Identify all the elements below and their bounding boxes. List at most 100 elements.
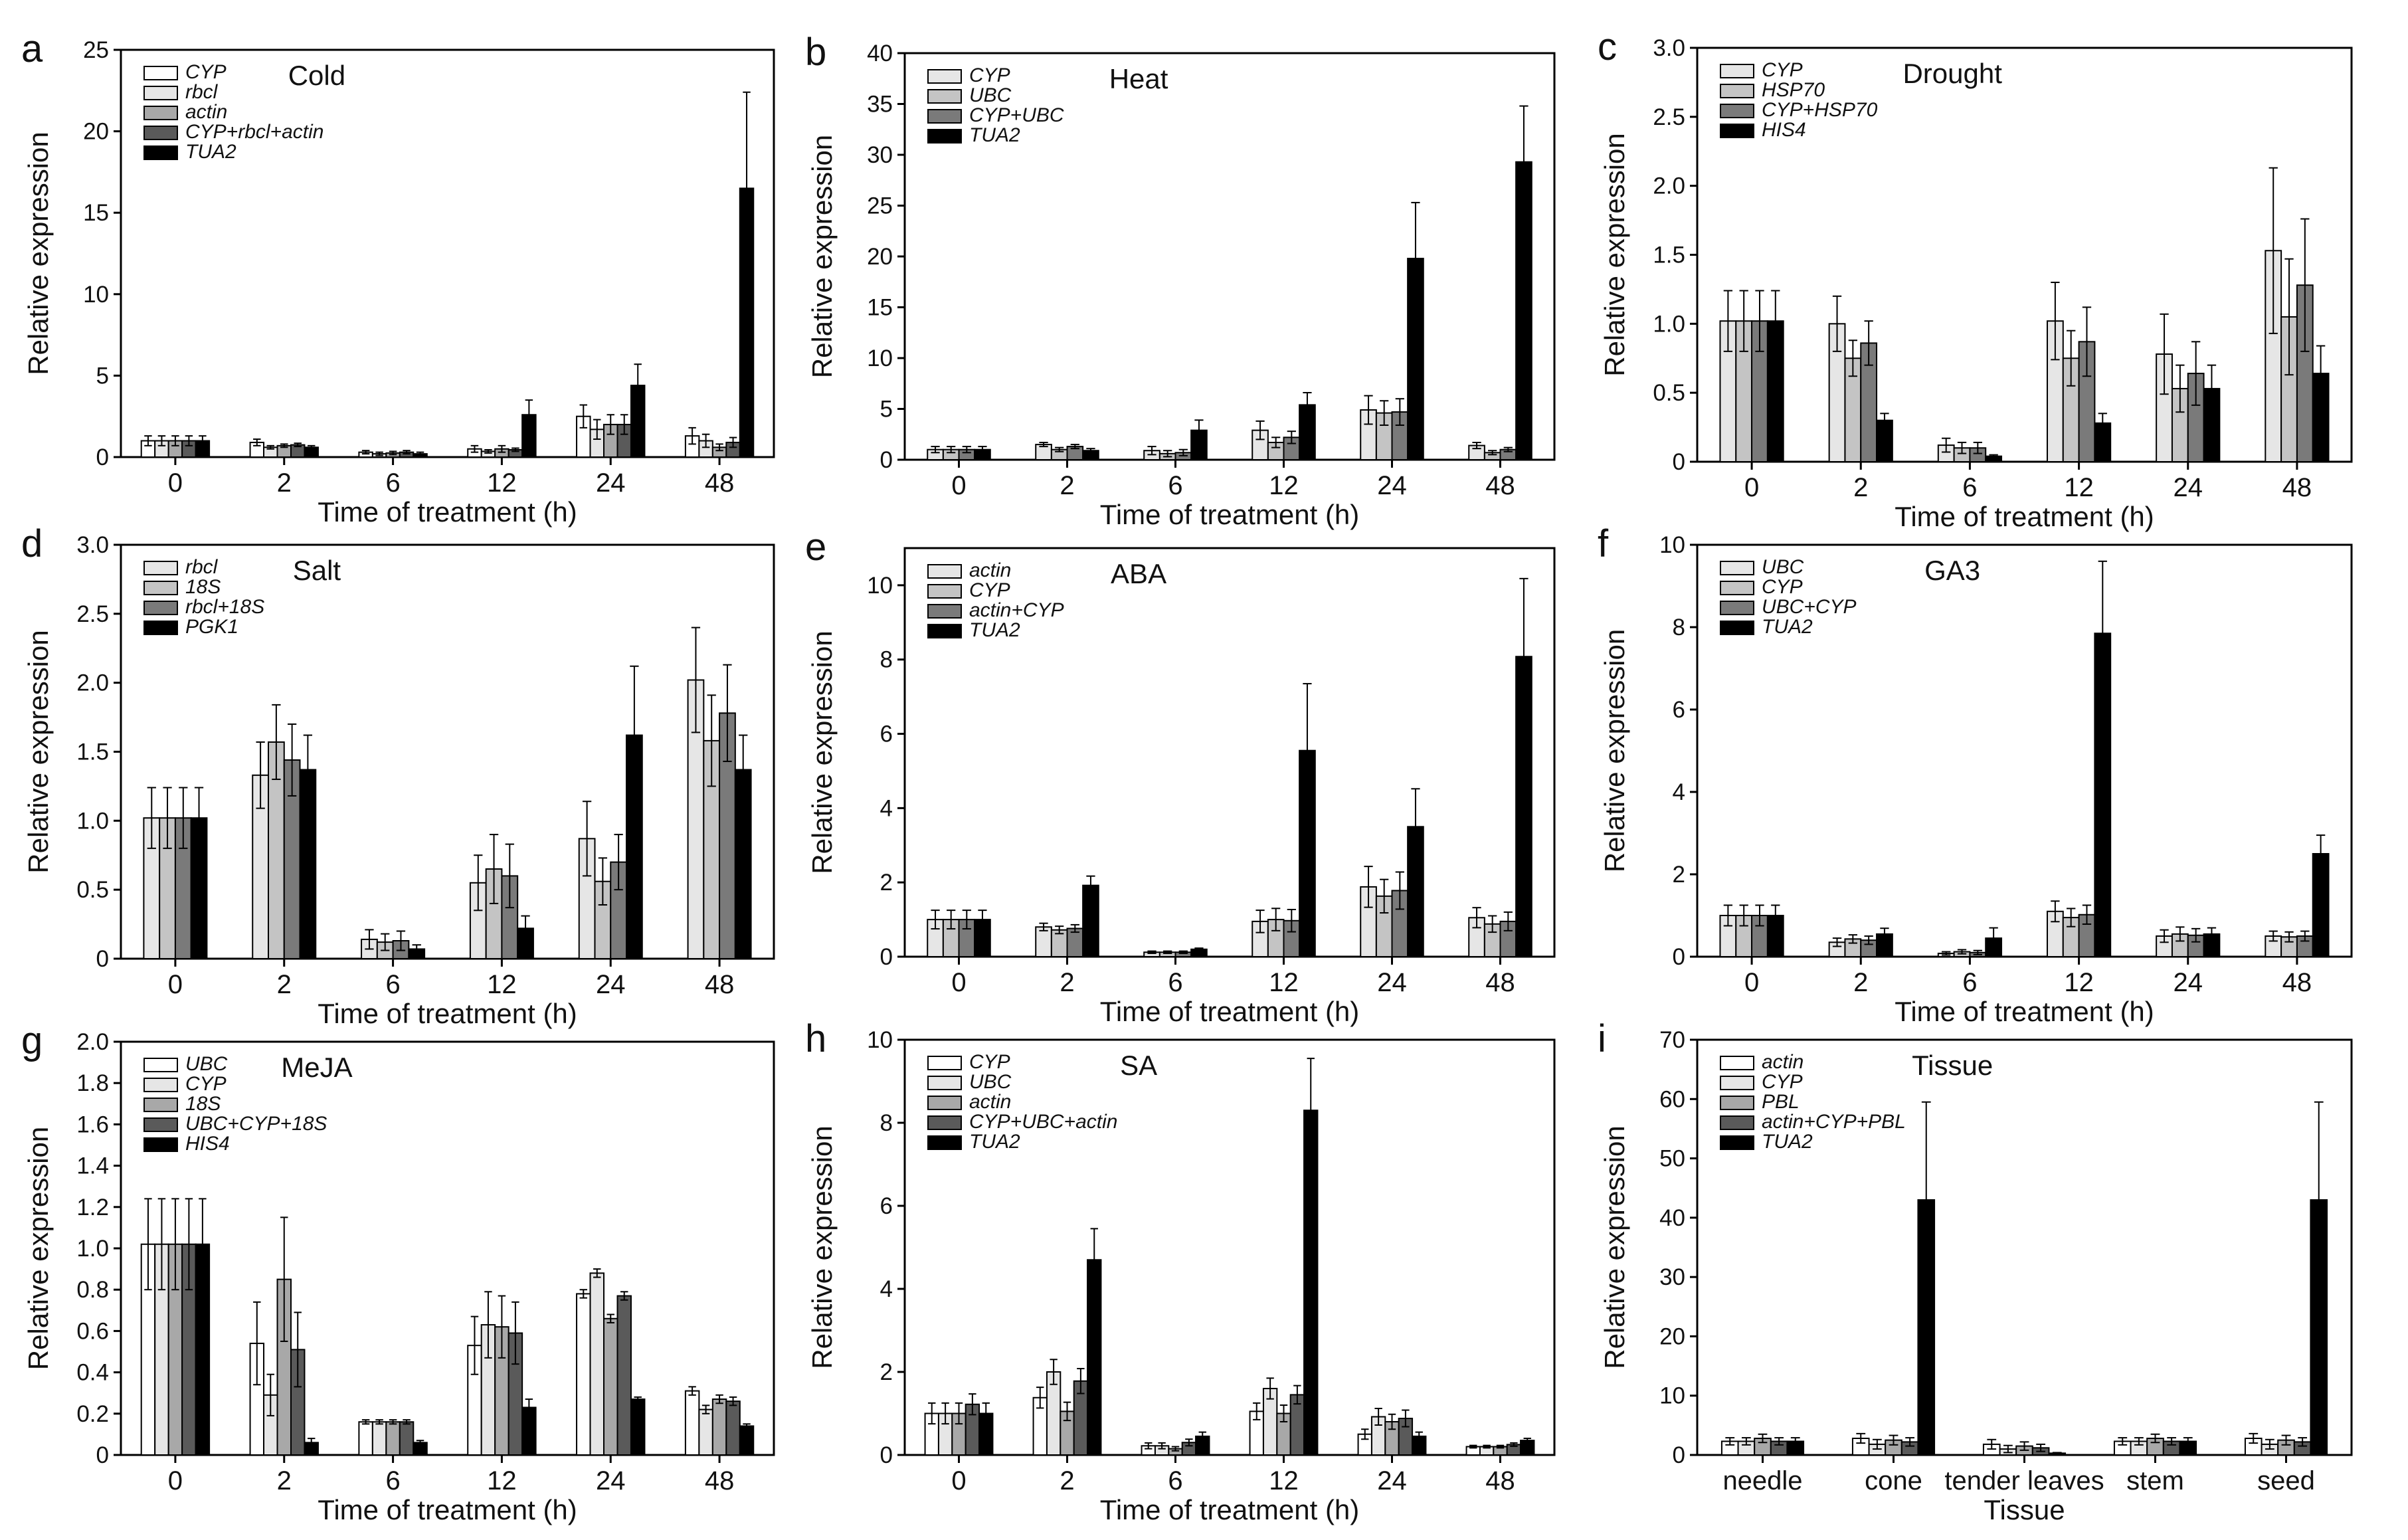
- y-tick-label: 1.4: [76, 1153, 109, 1179]
- legend-label: PGK1: [185, 616, 238, 638]
- y-tick-label: 10: [867, 573, 893, 599]
- panel-letter: c: [1598, 25, 1617, 68]
- legend-swatch: [1720, 1056, 1754, 1070]
- panel-i: 0 10 20 30 40 50 60 70 needle cone tender leaves st…: [1598, 1017, 2353, 1525]
- x-tick-label: 2: [277, 468, 292, 498]
- legend-swatch: [143, 106, 178, 120]
- panel-letter: g: [21, 1019, 43, 1062]
- legend-swatch: [143, 561, 178, 575]
- legend-swatch: [143, 86, 178, 100]
- y-tick-label: 15: [83, 200, 109, 226]
- y-tick-label: 10: [867, 345, 893, 371]
- y-axis-label: Relative expression: [23, 132, 54, 375]
- legend-swatch: [1720, 621, 1754, 635]
- legend-swatch: [927, 129, 962, 144]
- y-tick-label: 0.6: [76, 1318, 109, 1344]
- legend-swatch: [927, 69, 962, 84]
- y-tick-label: 8: [880, 647, 893, 673]
- legend-label: actin+CYP: [969, 599, 1064, 621]
- y-axis-label: Relative expression: [23, 630, 54, 874]
- y-tick-label: 4: [880, 795, 893, 821]
- legend-swatch: [1720, 1115, 1754, 1130]
- x-tick-label: 2: [1060, 968, 1074, 997]
- bar: [1035, 926, 1052, 957]
- legend-label: UBC: [1762, 556, 1804, 578]
- legend-label: TUA2: [969, 619, 1020, 641]
- legend-label: UBC+CYP: [1762, 596, 1857, 618]
- y-tick-label: 60: [1659, 1086, 1685, 1112]
- panel-title: MeJA: [281, 1052, 352, 1083]
- y-tick-label: 4: [1673, 779, 1685, 805]
- bar: [576, 1293, 591, 1456]
- x-tick-label: 24: [2174, 473, 2203, 502]
- y-tick-label: 1.0: [76, 1236, 109, 1262]
- legend-label: TUA2: [1762, 1131, 1813, 1153]
- x-tick-label: 12: [487, 970, 517, 999]
- panel-title: Tissue: [1912, 1050, 1993, 1081]
- y-tick-label: 1.0: [1653, 311, 1685, 337]
- x-tick-label: 0: [1744, 473, 1759, 502]
- x-tick-label: 2: [1853, 968, 1868, 997]
- y-tick-label: 0: [1673, 1442, 1685, 1468]
- y-tick-label: 25: [867, 193, 893, 219]
- bar: [385, 1421, 401, 1456]
- legend-label: CYP: [969, 1051, 1010, 1073]
- y-tick-label: 2.0: [1653, 173, 1685, 199]
- y-tick-label: 2.5: [1653, 104, 1685, 130]
- y-tick-label: 20: [1659, 1323, 1685, 1349]
- legend-label: PBL: [1762, 1091, 1800, 1113]
- legend-label: CYP: [1762, 1071, 1803, 1093]
- legend-label: rbcl: [185, 81, 219, 103]
- y-tick-label: 2.0: [76, 670, 109, 696]
- legend-swatch: [1720, 561, 1754, 575]
- legend-label: TUA2: [969, 1131, 1020, 1153]
- x-tick-label: 6: [1168, 968, 1182, 997]
- y-tick-label: 1.0: [76, 808, 109, 834]
- y-tick-label: 30: [1659, 1264, 1685, 1290]
- x-tick-label: 0: [1744, 968, 1759, 997]
- x-tick-label: 48: [705, 468, 735, 498]
- legend-swatch: [1720, 104, 1754, 118]
- panel-d: 0 0.5 1.0 1.5 2.0 2.5 3.0 0 2 6 12 24 48 Time of trea…: [21, 522, 775, 1029]
- y-tick-label: 3.0: [1653, 35, 1685, 61]
- x-tick-label: 48: [1485, 1466, 1515, 1495]
- legend-label: 18S: [185, 576, 221, 598]
- y-tick-label: 1.6: [76, 1111, 109, 1137]
- y-tick-label: 0: [880, 447, 893, 473]
- legend-swatch: [1720, 84, 1754, 98]
- bar: [371, 1421, 387, 1456]
- x-tick-label: 24: [596, 468, 626, 498]
- x-tick-label: 12: [2064, 473, 2094, 502]
- x-tick-label: 2: [277, 1466, 292, 1495]
- y-tick-label: 0.5: [76, 877, 109, 903]
- x-tick-label: 48: [705, 1466, 735, 1495]
- x-tick-label: 48: [705, 970, 735, 999]
- legend-swatch: [143, 1098, 178, 1112]
- bar: [616, 1295, 632, 1456]
- x-tick-label: 48: [1485, 968, 1515, 997]
- legend-swatch: [927, 89, 962, 104]
- x-tick-label: 12: [487, 468, 517, 498]
- x-axis-label: Time of treatment (h): [1895, 501, 2154, 532]
- legend-label: UBC: [185, 1053, 228, 1075]
- x-tick-label: 24: [1377, 1466, 1407, 1495]
- bar: [725, 1400, 741, 1456]
- panel-c: 0 0.5 1.0 1.5 2.0 2.5 3.0 0 2 6 12 24 48 Time of trea…: [1598, 25, 2353, 532]
- panel-letter: i: [1598, 1017, 1606, 1060]
- y-tick-label: 35: [867, 92, 893, 118]
- y-tick-label: 15: [867, 295, 893, 321]
- legend-label: CYP+UBC+actin: [969, 1111, 1117, 1133]
- bar: [684, 1390, 700, 1456]
- bar: [698, 1408, 713, 1456]
- y-tick-label: 40: [1659, 1205, 1685, 1231]
- legend-label: CYP+rbcl+actin: [185, 121, 324, 143]
- x-axis-label: Tissue: [1984, 1494, 2065, 1525]
- legend-label: TUA2: [185, 141, 236, 163]
- panel-b: 0 5 10 15 20 25 30 35 40 0 2 6 12 24 48 Time of treatme…: [805, 31, 1556, 530]
- panel-letter: a: [21, 27, 43, 70]
- y-axis-label: Relative expression: [23, 1127, 54, 1371]
- y-tick-label: 6: [1673, 697, 1685, 723]
